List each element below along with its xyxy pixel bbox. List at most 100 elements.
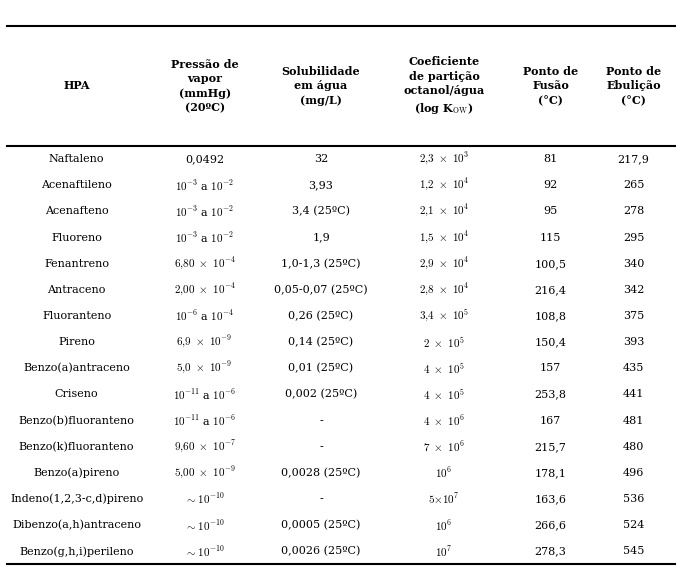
Text: Ponto de
Fusão
(°C): Ponto de Fusão (°C): [523, 66, 578, 106]
Text: Criseno: Criseno: [55, 390, 98, 399]
Text: Indeno(1,2,3-c,d)pireno: Indeno(1,2,3-c,d)pireno: [10, 494, 143, 504]
Text: $10^{6}$: $10^{6}$: [436, 466, 453, 480]
Text: $10^{-11}$ a $10^{-6}$: $10^{-11}$ a $10^{-6}$: [173, 387, 236, 402]
Text: 278: 278: [623, 206, 644, 217]
Text: 178,1: 178,1: [535, 468, 567, 478]
Text: 536: 536: [623, 494, 644, 504]
Text: 0,0028 (25ºC): 0,0028 (25ºC): [282, 468, 361, 478]
Text: 441: 441: [623, 390, 644, 399]
Text: 92: 92: [544, 180, 558, 190]
Text: 217,9: 217,9: [618, 154, 649, 164]
Text: Acenafteno: Acenafteno: [45, 206, 108, 217]
Text: 0,01 (25ºC): 0,01 (25ºC): [288, 363, 353, 374]
Text: Dibenzo(a,h)antraceno: Dibenzo(a,h)antraceno: [12, 520, 141, 531]
Text: Fenantreno: Fenantreno: [44, 259, 109, 269]
Text: 3,4 (25ºC): 3,4 (25ºC): [292, 206, 350, 217]
Text: 278,3: 278,3: [535, 546, 567, 556]
Text: $2{,}1\ \times\ 10^{4}$: $2{,}1\ \times\ 10^{4}$: [419, 203, 469, 219]
Text: 3,93: 3,93: [309, 180, 333, 190]
Text: 1,9: 1,9: [312, 233, 330, 242]
Text: -: -: [319, 442, 323, 452]
Text: 215,7: 215,7: [535, 442, 567, 452]
Text: $1{,}2\ \times\ 10^{4}$: $1{,}2\ \times\ 10^{4}$: [419, 177, 469, 193]
Text: $10^{7}$: $10^{7}$: [435, 544, 453, 559]
Text: 393: 393: [623, 337, 644, 347]
Text: 0,05-0,07 (25ºC): 0,05-0,07 (25ºC): [274, 285, 368, 295]
Text: 167: 167: [540, 415, 561, 426]
Text: Benzo(a)pireno: Benzo(a)pireno: [33, 468, 120, 478]
Text: $2{,}3\ \times\ 10^{3}$: $2{,}3\ \times\ 10^{3}$: [419, 151, 469, 167]
Text: 524: 524: [623, 520, 644, 530]
Text: 216,4: 216,4: [535, 285, 567, 295]
Text: $4\ \times\ 10^{5}$: $4\ \times\ 10^{5}$: [424, 387, 465, 402]
Text: $10^{6}$: $10^{6}$: [436, 518, 453, 532]
Text: Naftaleno: Naftaleno: [49, 154, 104, 164]
Text: 157: 157: [540, 363, 561, 374]
Text: 32: 32: [314, 154, 328, 164]
Text: 0,26 (25ºC): 0,26 (25ºC): [288, 311, 353, 321]
Text: $1{,}5\ \times\ 10^{4}$: $1{,}5\ \times\ 10^{4}$: [419, 230, 469, 246]
Text: $\sim10^{-10}$: $\sim10^{-10}$: [185, 492, 224, 507]
Text: -: -: [319, 494, 323, 504]
Text: $10^{-3}$ a $10^{-2}$: $10^{-3}$ a $10^{-2}$: [175, 230, 234, 245]
Text: 95: 95: [544, 206, 558, 217]
Text: Pireno: Pireno: [58, 337, 95, 347]
Text: Benzo(b)fluoranteno: Benzo(b)fluoranteno: [18, 415, 134, 426]
Text: 480: 480: [623, 442, 644, 452]
Text: 340: 340: [623, 259, 644, 269]
Text: 342: 342: [623, 285, 644, 295]
Text: 100,5: 100,5: [535, 259, 567, 269]
Text: HPA: HPA: [63, 80, 90, 92]
Text: 0,0026 (25ºC): 0,0026 (25ºC): [282, 546, 361, 556]
Text: 375: 375: [623, 311, 644, 321]
Text: 265: 265: [623, 180, 644, 190]
Text: $10^{-3}$ a $10^{-2}$: $10^{-3}$ a $10^{-2}$: [175, 204, 234, 219]
Text: $2\ \times\ 10^{5}$: $2\ \times\ 10^{5}$: [424, 335, 465, 350]
Text: $5{,}0\ \times\ 10^{-9}$: $5{,}0\ \times\ 10^{-9}$: [177, 360, 233, 376]
Text: -: -: [319, 415, 323, 426]
Text: Pressão de
vapor
(mmHg)
(20ºC): Pressão de vapor (mmHg) (20ºC): [171, 58, 239, 113]
Text: $5{,}00\ \times\ 10^{-9}$: $5{,}00\ \times\ 10^{-9}$: [174, 465, 236, 481]
Text: 150,4: 150,4: [535, 337, 567, 347]
Text: 496: 496: [623, 468, 644, 478]
Text: $5{\times}10^{7}$: $5{\times}10^{7}$: [428, 492, 460, 507]
Text: 0,14 (25ºC): 0,14 (25ºC): [288, 337, 353, 347]
Text: $6{,}80\ \times\ 10^{-4}$: $6{,}80\ \times\ 10^{-4}$: [174, 256, 236, 272]
Text: $2{,}8\ \times\ 10^{4}$: $2{,}8\ \times\ 10^{4}$: [419, 282, 469, 298]
Text: 81: 81: [544, 154, 558, 164]
Text: Benzo(a)antraceno: Benzo(a)antraceno: [23, 363, 130, 374]
Text: Acenaftileno: Acenaftileno: [42, 180, 112, 190]
Text: 266,6: 266,6: [535, 520, 567, 530]
Text: $10^{-3}$ a $10^{-2}$: $10^{-3}$ a $10^{-2}$: [175, 178, 234, 193]
Text: $4\ \times\ 10^{6}$: $4\ \times\ 10^{6}$: [424, 413, 465, 428]
Text: 295: 295: [623, 233, 644, 242]
Text: $6{,}9\ \times\ 10^{-9}$: $6{,}9\ \times\ 10^{-9}$: [177, 334, 233, 350]
Text: 115: 115: [539, 233, 561, 242]
Text: Ponto de
Ebulição
(°C): Ponto de Ebulição (°C): [606, 66, 661, 106]
Text: Benzo(k)fluoranteno: Benzo(k)fluoranteno: [19, 442, 134, 452]
Text: 1,0-1,3 (25ºC): 1,0-1,3 (25ºC): [281, 258, 361, 269]
Text: 163,6: 163,6: [535, 494, 567, 504]
Text: $\sim10^{-10}$: $\sim10^{-10}$: [185, 518, 224, 532]
Text: 108,8: 108,8: [535, 311, 567, 321]
Text: Coeficiente
de partição
octanol/água
(log K$_\mathrm{OW}$): Coeficiente de partição octanol/água (lo…: [404, 56, 485, 116]
Text: 545: 545: [623, 546, 644, 556]
Text: 0,0005 (25ºC): 0,0005 (25ºC): [282, 520, 361, 531]
Text: Fluoreno: Fluoreno: [51, 233, 102, 242]
Text: $10^{-11}$ a $10^{-6}$: $10^{-11}$ a $10^{-6}$: [173, 413, 236, 428]
Text: 253,8: 253,8: [535, 390, 567, 399]
Text: Antraceno: Antraceno: [48, 285, 106, 295]
Text: Benzo(g,h,i)perileno: Benzo(g,h,i)perileno: [19, 546, 134, 556]
Text: 0,0492: 0,0492: [185, 154, 224, 164]
Text: Fluoranteno: Fluoranteno: [42, 311, 111, 321]
Text: Solubilidade
em água
(mg/L): Solubilidade em água (mg/L): [282, 66, 360, 106]
Text: 0,002 (25ºC): 0,002 (25ºC): [285, 389, 357, 399]
Text: 435: 435: [623, 363, 644, 374]
Text: $10^{-6}$ a $10^{-4}$: $10^{-6}$ a $10^{-4}$: [175, 309, 235, 323]
Text: $9{,}60\ \times\ 10^{-7}$: $9{,}60\ \times\ 10^{-7}$: [174, 439, 236, 455]
Text: $4\ \times\ 10^{5}$: $4\ \times\ 10^{5}$: [424, 361, 465, 376]
Text: $2{,}00\ \times\ 10^{-4}$: $2{,}00\ \times\ 10^{-4}$: [174, 282, 236, 298]
Text: $\sim10^{-10}$: $\sim10^{-10}$: [185, 544, 224, 559]
Text: $3{,}4\ \times\ 10^{5}$: $3{,}4\ \times\ 10^{5}$: [419, 308, 469, 324]
Text: $7\ \times\ 10^{6}$: $7\ \times\ 10^{6}$: [424, 439, 465, 454]
